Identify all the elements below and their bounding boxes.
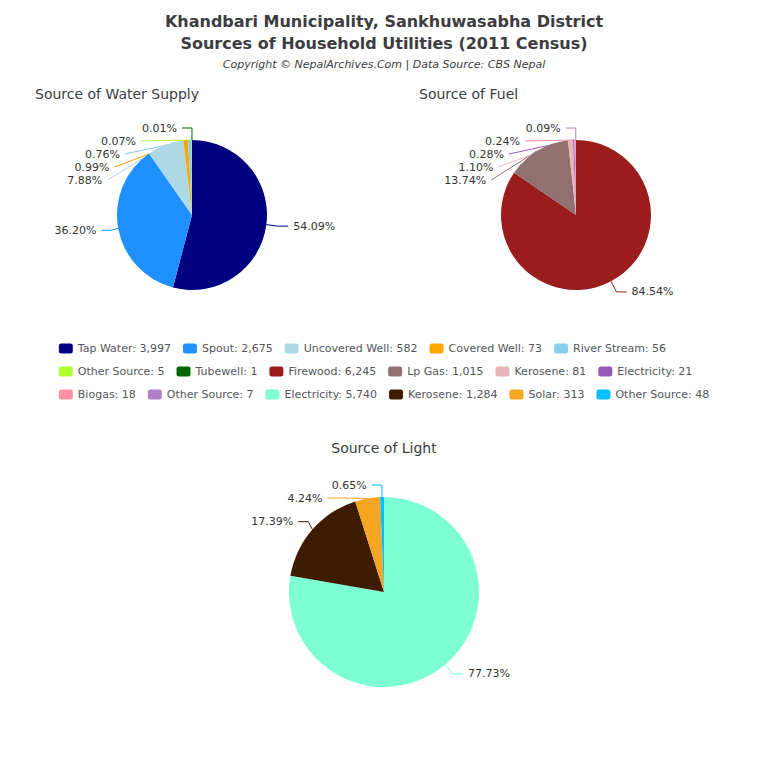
svg-text:Other Source: 48: Other Source: 48 [615,388,709,401]
svg-text:0.07%: 0.07% [101,135,136,148]
svg-text:Other Source: 5: Other Source: 5 [78,365,165,378]
svg-text:Other Source: 7: Other Source: 7 [167,388,254,401]
svg-text:1.10%: 1.10% [458,161,493,174]
svg-text:54.09%: 54.09% [293,220,335,233]
svg-text:84.54%: 84.54% [632,285,674,298]
svg-text:0.65%: 0.65% [332,479,367,492]
svg-text:Covered Well: 73: Covered Well: 73 [449,342,543,355]
svg-text:Source of Light: Source of Light [331,440,437,456]
svg-text:Source of Fuel: Source of Fuel [419,86,518,102]
svg-text:Khandbari Municipality, Sankhu: Khandbari Municipality, Sankhuwasabha Di… [165,12,604,31]
svg-text:Spout: 2,675: Spout: 2,675 [202,342,273,355]
svg-text:0.99%: 0.99% [74,161,109,174]
svg-text:0.09%: 0.09% [526,122,561,135]
svg-text:0.76%: 0.76% [85,148,120,161]
svg-text:Kerosene: 81: Kerosene: 81 [514,365,586,378]
svg-text:Biogas: 18: Biogas: 18 [78,388,136,401]
svg-text:13.74%: 13.74% [444,174,486,187]
svg-text:0.24%: 0.24% [485,135,520,148]
svg-text:77.73%: 77.73% [468,667,510,680]
svg-text:Copyright © NepalArchives.Com: Copyright © NepalArchives.Com | Data Sou… [223,58,545,71]
svg-text:Electricity: 21: Electricity: 21 [617,365,692,378]
svg-text:4.24%: 4.24% [288,492,323,505]
svg-text:Electricity: 5,740: Electricity: 5,740 [285,388,378,401]
svg-text:Uncovered Well: 582: Uncovered Well: 582 [304,342,418,355]
svg-text:Sources of Household Utilities: Sources of Household Utilities (2011 Cen… [180,34,587,53]
svg-text:7.88%: 7.88% [67,174,102,187]
svg-text:River Stream: 56: River Stream: 56 [573,342,666,355]
svg-text:Firewood: 6,245: Firewood: 6,245 [288,365,376,378]
svg-text:0.28%: 0.28% [469,148,504,161]
svg-text:17.39%: 17.39% [251,515,293,528]
svg-text:Lp Gas: 1,015: Lp Gas: 1,015 [407,365,483,378]
svg-text:Solar: 313: Solar: 313 [528,388,584,401]
svg-text:0.01%: 0.01% [142,122,177,135]
svg-text:Kerosene: 1,284: Kerosene: 1,284 [408,388,497,401]
svg-text:Tubewell: 1: Tubewell: 1 [195,365,258,378]
svg-text:Tap Water: 3,997: Tap Water: 3,997 [77,342,171,355]
svg-text:Source of Water Supply: Source of Water Supply [35,86,199,102]
svg-text:36.20%: 36.20% [54,224,96,237]
